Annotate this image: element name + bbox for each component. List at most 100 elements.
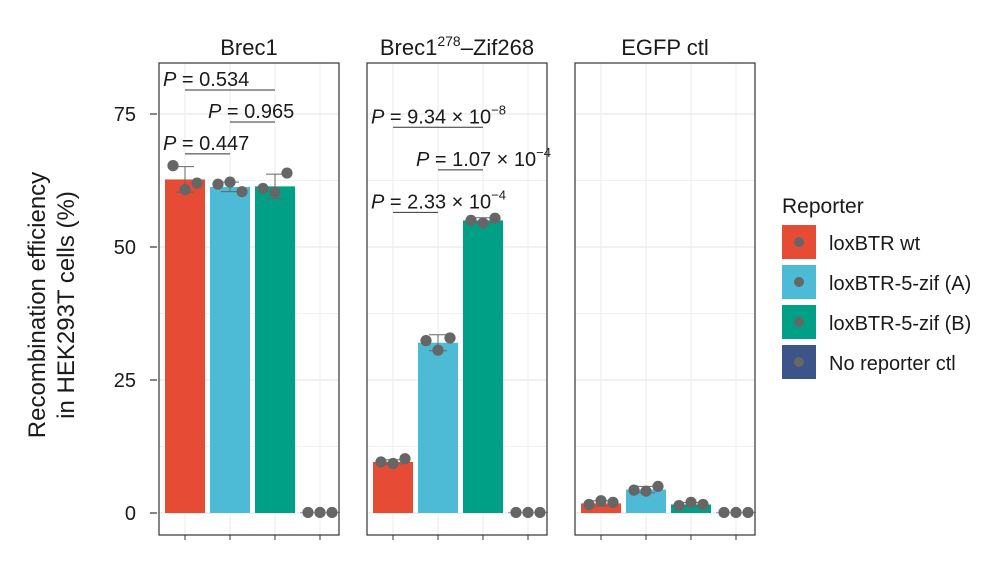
legend-point-icon [794, 237, 804, 247]
p-symbol: P [208, 101, 222, 123]
data-point [224, 176, 236, 188]
data-point [326, 506, 338, 519]
comparison-p-value: P = 1.07 × 10−4 [416, 145, 551, 171]
legend-item: loxBTR wt [782, 225, 921, 259]
p-value-exponent: −8 [491, 102, 506, 117]
data-point [269, 186, 281, 198]
p-symbol: P [416, 149, 430, 171]
data-point [510, 506, 522, 519]
data-point [742, 506, 754, 519]
legend-item: loxBTR-5-zif (B) [782, 305, 971, 339]
bar-loxbtr-5-zif-a- [418, 342, 458, 513]
data-point [673, 499, 685, 512]
data-point [534, 506, 546, 519]
data-point [465, 214, 477, 226]
data-point [399, 453, 411, 465]
legend-point-icon [794, 317, 804, 327]
p-value-text: = 0.965 [221, 101, 294, 123]
panel-title: Brec1278–Zif268 [380, 33, 534, 60]
data-point [387, 457, 399, 470]
legend: Reporter loxBTR wt loxBTR-5-zif (A) loxBTR… [782, 195, 971, 379]
bar-loxbtr-wt [165, 179, 205, 513]
comparison-p-value: P = 0.447 [163, 133, 249, 155]
data-point [595, 495, 607, 507]
legend-label: loxBTR-5-zif (B) [829, 313, 971, 335]
y-tick-label-0: 0 [125, 503, 136, 525]
comparison-p-value: P = 0.534 [163, 69, 249, 91]
p-symbol: P [371, 106, 385, 128]
data-point [281, 167, 293, 179]
data-point [477, 217, 489, 229]
panel-title-main: Brec1 [220, 35, 277, 60]
y-axis-label-line-2: in HEK293T cells (%) [53, 191, 80, 419]
data-point [257, 182, 269, 195]
data-point [628, 484, 640, 496]
data-point [607, 496, 619, 508]
data-point [652, 480, 664, 492]
data-point [314, 506, 326, 519]
panel-title: EGFP ctl [621, 35, 709, 60]
data-point [718, 506, 730, 519]
y-axis-label-line-1: Recombination efficiency [24, 172, 51, 438]
legend-label: loxBTR-5-zif (A) [829, 273, 971, 295]
data-point [697, 498, 709, 511]
panel-3: EGFP ctl [574, 35, 756, 540]
data-point [179, 183, 191, 196]
comparison-p-value: P = 0.965 [208, 101, 294, 123]
p-value-text: = 2.33 × 10 [384, 191, 491, 213]
y-tick-label-75: 75 [114, 104, 136, 126]
data-point [212, 178, 224, 190]
legend-label: loxBTR wt [829, 233, 921, 255]
bar-loxbtr-5-zif-a- [210, 186, 250, 513]
panel-border [366, 62, 548, 536]
p-value-text: = 0.447 [176, 133, 249, 155]
panel-title-suffix: –Zif268 [461, 35, 534, 60]
data-point [236, 186, 248, 198]
p-symbol: P [163, 133, 177, 155]
legend-label: No reporter ctl [829, 353, 956, 375]
panel-border [158, 62, 340, 536]
bar-loxbtr-5-zif-a- [626, 489, 666, 513]
p-value-exponent: −4 [536, 145, 551, 160]
p-value-text: = 1.07 × 10 [429, 149, 536, 171]
bar-loxbtr-wt [373, 461, 413, 513]
p-value-text: = 9.34 × 10 [384, 106, 491, 128]
bar-loxbtr-5-zif-b- [671, 504, 711, 513]
data-point [522, 506, 534, 519]
bar-loxbtr-wt [581, 503, 621, 513]
legend-title: Reporter [782, 195, 864, 218]
bar-loxbtr-5-zif-b- [255, 186, 295, 514]
data-point [167, 160, 179, 172]
legend-item: loxBTR-5-zif (A) [782, 265, 971, 299]
data-point [191, 177, 203, 189]
y-tick-label-25: 25 [114, 370, 136, 392]
data-point [489, 212, 501, 224]
data-point [375, 456, 387, 468]
data-point [640, 485, 652, 497]
legend-point-icon [794, 277, 804, 287]
data-point [444, 332, 456, 344]
data-point [730, 506, 742, 519]
panel-title-main: Brec1 [380, 35, 437, 60]
panel-title-main: EGFP ctl [621, 35, 709, 60]
legend-point-icon [794, 357, 804, 367]
panel-title-superscript: 278 [437, 33, 461, 49]
data-point [685, 496, 697, 508]
p-value-exponent: −4 [491, 187, 506, 202]
data-point [420, 335, 432, 347]
panel-border [574, 62, 756, 536]
data-point [302, 506, 314, 519]
y-tick-label-50: 50 [114, 237, 136, 259]
comparison-p-value: P = 9.34 × 10−8 [371, 102, 506, 128]
data-point [583, 498, 595, 511]
panel-title: Brec1 [220, 35, 277, 60]
data-point [432, 344, 444, 356]
bar-loxbtr-5-zif-b- [463, 220, 503, 513]
p-symbol: P [163, 69, 177, 91]
comparison-p-value: P = 2.33 × 10−4 [371, 187, 506, 213]
p-symbol: P [371, 191, 385, 213]
